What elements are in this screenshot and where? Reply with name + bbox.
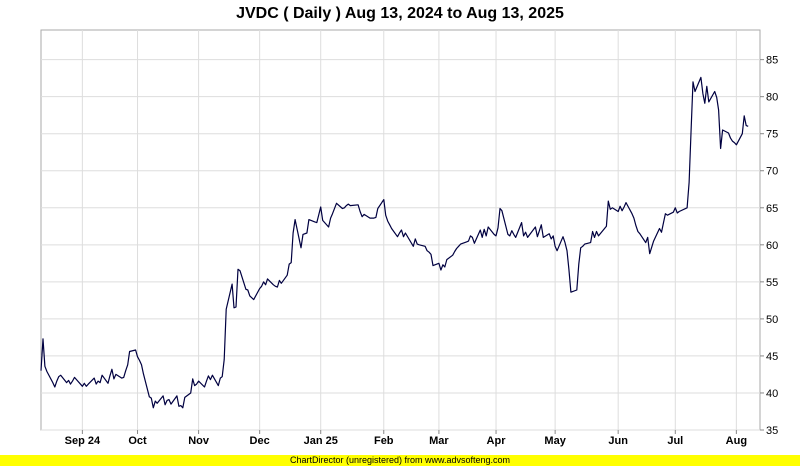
y-tick-label: 40 bbox=[766, 388, 778, 400]
x-tick-label: Nov bbox=[188, 435, 210, 447]
x-tick-label: Jun bbox=[608, 435, 628, 447]
series-layer bbox=[40, 76, 749, 409]
x-tick-label: Mar bbox=[429, 435, 449, 447]
x-tick-label: Feb bbox=[374, 435, 394, 447]
x-tick-label: Oct bbox=[128, 435, 147, 447]
chart-title: JVDC ( Daily ) Aug 13, 2024 to Aug 13, 2… bbox=[236, 5, 564, 22]
x-tick-label: Aug bbox=[726, 435, 747, 447]
y-tick-label: 55 bbox=[766, 277, 778, 289]
x-tick-label: Dec bbox=[250, 435, 270, 447]
grid bbox=[41, 30, 760, 431]
x-axis: Sep 24 Oct Nov Dec Jan 25 Feb Mar Apr May Jun Jul A… bbox=[65, 430, 747, 447]
y-tick-label: 80 bbox=[766, 92, 778, 104]
chart-footer: ChartDirector (unregistered) from www.ad… bbox=[0, 455, 800, 466]
y-tick-label: 70 bbox=[766, 166, 778, 178]
y-tick-label: 65 bbox=[766, 203, 778, 215]
y-tick-label: 75 bbox=[766, 129, 778, 141]
y-axis: 35 40 45 50 55 60 65 70 75 80 85 bbox=[760, 55, 778, 437]
x-tick-label: Jul bbox=[667, 435, 683, 447]
x-tick-label: May bbox=[544, 435, 566, 447]
y-tick-label: 60 bbox=[766, 240, 778, 252]
y-tick-label: 85 bbox=[766, 55, 778, 67]
y-tick-label: 35 bbox=[766, 425, 778, 437]
x-tick-label: Sep 24 bbox=[65, 435, 101, 447]
y-tick-label: 50 bbox=[766, 314, 778, 326]
plot-area bbox=[40, 29, 761, 431]
series-line-0 bbox=[40, 76, 749, 409]
x-tick-label: Apr bbox=[487, 435, 507, 447]
x-tick-label: Jan 25 bbox=[304, 435, 338, 447]
y-tick-label: 45 bbox=[766, 351, 778, 363]
